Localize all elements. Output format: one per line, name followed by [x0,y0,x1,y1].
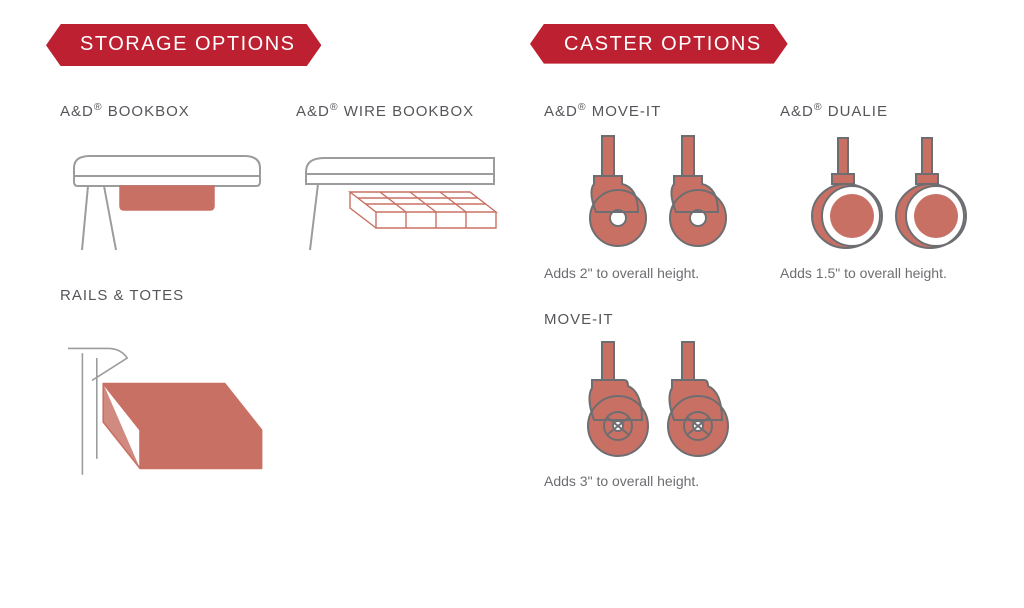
storage-item-title: RAILS & TOTES [60,287,268,304]
dualie-caster-icon [780,132,988,252]
caster-ribbon-label: CASTER OPTIONS [564,33,762,55]
storage-row-2: RAILS & TOTES [60,287,504,501]
caster-ribbon: CASTER OPTIONS [530,24,788,65]
storage-item-title: A&D® BOOKBOX [60,101,268,120]
moveit-caster-icon [544,132,752,252]
caster-spacer [780,311,988,489]
storage-column: STORAGE OPTIONS A&D® BOOKBOX [60,24,504,531]
storage-ribbon: STORAGE OPTIONS [46,24,322,65]
storage-item-wire-bookbox: A&D® WIRE BOOKBOX [296,101,504,257]
caster-caption: Adds 2" to overall height. [544,265,752,281]
options-infographic: STORAGE OPTIONS A&D® BOOKBOX [0,0,1024,551]
moveit-plain-caster-icon [544,340,752,460]
caster-item-title: MOVE-IT [544,311,752,328]
storage-item-rails-totes: RAILS & TOTES [60,287,268,501]
storage-item-bookbox: A&D® BOOKBOX [60,101,268,257]
caster-row-2: MOVE-IT [544,311,988,489]
storage-row-1: A&D® BOOKBOX A&D® WIRE BOOKBOX [60,101,504,257]
caster-item-moveit: A&D® MOVE-IT [544,101,752,281]
caster-item-title: A&D® DUALIE [780,101,988,120]
caster-caption: Adds 3" to overall height. [544,473,752,489]
caster-column: CASTER OPTIONS A&D® MOVE-IT [544,24,988,531]
caster-item-moveit-plain: MOVE-IT [544,311,752,489]
caster-caption: Adds 1.5" to overall height. [780,265,988,281]
storage-spacer [296,287,504,501]
caster-row-1: A&D® MOVE-IT [544,101,988,281]
caster-item-title: A&D® MOVE-IT [544,101,752,120]
caster-item-dualie: A&D® DUALIE [780,101,988,281]
storage-ribbon-label: STORAGE OPTIONS [80,33,296,55]
wire-bookbox-icon [296,132,504,252]
storage-item-title: A&D® WIRE BOOKBOX [296,101,504,120]
rails-totes-icon [60,316,268,496]
bookbox-icon [60,132,268,252]
